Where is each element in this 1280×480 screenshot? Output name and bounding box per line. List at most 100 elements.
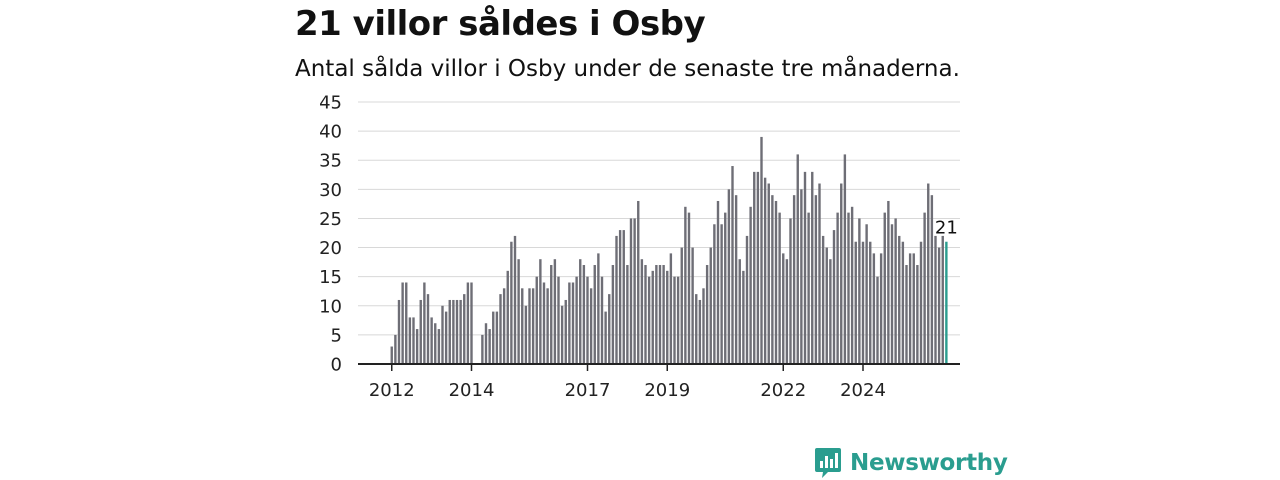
bar (850, 206, 854, 364)
bar (644, 265, 647, 364)
bar (586, 276, 589, 364)
bar (724, 212, 727, 364)
bar (771, 195, 774, 364)
bar (499, 294, 502, 364)
bar (419, 299, 422, 364)
bar (463, 294, 466, 364)
y-tick-label: 45 (319, 93, 342, 114)
bar (452, 299, 455, 364)
y-tick-label: 30 (319, 180, 342, 201)
bar (774, 200, 778, 364)
bar (883, 212, 886, 364)
bar (796, 154, 799, 364)
bar (575, 276, 578, 364)
bar (912, 253, 915, 364)
bar (767, 183, 770, 364)
bar (905, 265, 908, 364)
bar (778, 212, 781, 364)
bar (647, 276, 651, 364)
bar (423, 282, 426, 364)
y-tick-label: 0 (331, 355, 342, 376)
bar (789, 218, 792, 364)
bar (792, 195, 796, 364)
bar (658, 265, 662, 364)
bar (684, 206, 687, 364)
bar (923, 212, 926, 364)
bar (506, 270, 509, 364)
bar (865, 224, 868, 364)
bar (818, 183, 821, 364)
x-tick-label: 2024 (840, 380, 886, 401)
bar (557, 276, 560, 364)
bar (622, 230, 625, 364)
bar (749, 206, 752, 364)
bar (550, 265, 553, 364)
bar (651, 270, 654, 364)
newsworthy-logo-icon (815, 448, 841, 478)
x-tick-label: 2012 (369, 380, 415, 401)
bar (390, 346, 393, 364)
bar (492, 311, 495, 364)
y-tick-label: 35 (319, 151, 342, 172)
bar (444, 311, 448, 364)
chart-title: 21 villor såldes i Osby (295, 4, 706, 44)
bar (608, 294, 611, 364)
bar (916, 265, 919, 364)
bar (861, 241, 865, 364)
bar (589, 288, 593, 364)
bar (579, 259, 582, 364)
x-tick-label: 2017 (565, 380, 611, 401)
bar (782, 253, 785, 364)
bar (898, 235, 901, 364)
bar (626, 265, 629, 364)
bar (502, 288, 506, 364)
bar (941, 235, 944, 364)
bar (448, 299, 451, 364)
bar (709, 247, 712, 364)
bar (481, 334, 484, 364)
bar (405, 282, 408, 364)
bar (742, 270, 745, 364)
bar (666, 270, 669, 364)
bar (753, 171, 756, 364)
bar (401, 282, 404, 364)
x-tick-label: 2014 (449, 380, 495, 401)
bar (760, 136, 763, 364)
bar (908, 253, 912, 364)
bar (394, 334, 397, 364)
bar (713, 224, 716, 364)
chart-subtitle: Antal sålda villor i Osby under de senas… (295, 56, 960, 82)
bar (484, 323, 488, 364)
bar (763, 177, 767, 364)
bar (600, 276, 604, 364)
bar (720, 224, 723, 364)
bar (927, 183, 930, 364)
bar (521, 288, 524, 364)
y-tick-label: 25 (319, 209, 342, 230)
bar (811, 171, 814, 364)
x-tick-label: 2019 (644, 380, 690, 401)
bar (528, 288, 531, 364)
bar (727, 189, 731, 364)
bar (745, 235, 749, 364)
bar (691, 247, 694, 364)
bar (734, 195, 738, 364)
bar (803, 171, 807, 364)
bar (597, 253, 600, 364)
latest-value-label: 21 (935, 218, 958, 239)
bar (887, 200, 890, 364)
axes (358, 363, 960, 371)
bar (633, 218, 636, 364)
bar (397, 299, 401, 364)
bar (524, 305, 528, 364)
bar-latest (945, 241, 948, 364)
bar (676, 276, 680, 364)
bar (756, 171, 760, 364)
bar (832, 230, 836, 364)
y-tick-label: 15 (319, 267, 342, 288)
bar (934, 235, 937, 364)
bar (455, 299, 459, 364)
bar-chart: 0 5 10 15 20 25 30 35 40 45 2012 2014 2017 2019 2022 20… (319, 93, 960, 401)
bar (542, 282, 546, 364)
bar (604, 311, 607, 364)
